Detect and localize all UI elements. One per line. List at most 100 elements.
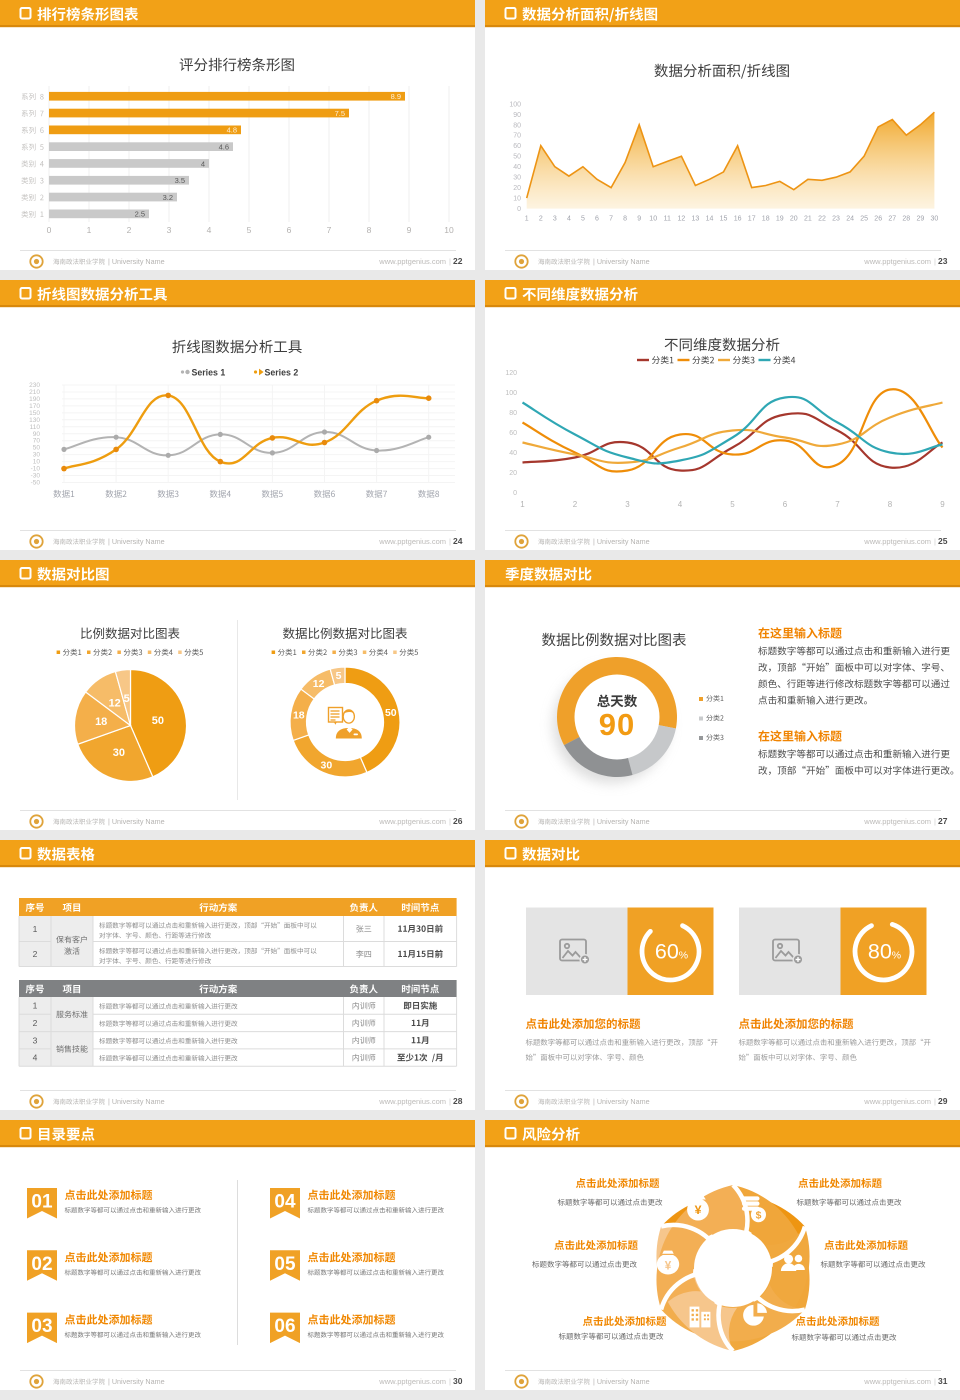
svg-text:23: 23 [938,256,948,266]
svg-text:01: 01 [31,1192,53,1213]
svg-text:06: 06 [274,1316,295,1337]
svg-text:7: 7 [327,225,332,235]
svg-text:|: | [934,817,936,826]
svg-text:|: | [449,817,451,826]
svg-text:20: 20 [790,216,798,223]
svg-text:3: 3 [553,216,557,223]
svg-text:4.6: 4.6 [219,143,229,152]
svg-text:1: 1 [87,225,92,235]
svg-text:15: 15 [720,216,728,223]
svg-text:50: 50 [152,715,164,727]
svg-text:| University Name: | University Name [108,1377,165,1386]
svg-text:10: 10 [513,196,521,203]
svg-text:|: | [449,257,451,266]
svg-text:¥: ¥ [665,1259,672,1272]
svg-text:|: | [449,1377,451,1386]
svg-text:28: 28 [902,216,910,223]
svg-text:| University Name: | University Name [593,1377,650,1386]
svg-text:5: 5 [247,225,252,235]
svg-text:| University Name: | University Name [108,537,165,546]
svg-text:100: 100 [509,101,521,108]
svg-text:30: 30 [113,747,125,759]
svg-text:6: 6 [595,216,599,223]
svg-text:60: 60 [513,143,521,150]
svg-text:9: 9 [940,500,945,509]
svg-text:| University Name: | University Name [593,1097,650,1106]
svg-text:20: 20 [509,470,517,477]
svg-text:$: $ [756,1211,762,1222]
svg-text:7: 7 [609,216,613,223]
svg-text:www.pptgenius.com: www.pptgenius.com [378,1097,446,1106]
svg-text:100: 100 [505,390,517,397]
svg-text:8: 8 [367,225,372,235]
svg-text:70: 70 [513,133,521,140]
svg-text:6: 6 [783,500,788,509]
svg-text:50: 50 [513,154,521,161]
svg-text:0: 0 [517,206,521,213]
svg-text:3: 3 [33,1035,38,1045]
svg-text:17: 17 [748,216,756,223]
svg-text:8: 8 [888,500,893,509]
svg-text:50: 50 [385,707,397,719]
svg-text:-10: -10 [31,466,41,473]
svg-text:25: 25 [938,536,948,546]
svg-text:2: 2 [127,225,132,235]
svg-text:6: 6 [287,225,292,235]
svg-text:|: | [449,1097,451,1106]
svg-text:20: 20 [513,185,521,192]
svg-text:190: 190 [29,396,40,403]
svg-text:3: 3 [625,500,630,509]
svg-text:90: 90 [33,431,41,438]
svg-text:18: 18 [762,216,770,223]
svg-text:8.9: 8.9 [391,92,401,101]
svg-text:11: 11 [664,216,671,223]
svg-text:31: 31 [938,1376,948,1386]
svg-text:22: 22 [453,256,463,266]
svg-text:Series 1: Series 1 [192,367,226,377]
svg-text:| University Name: | University Name [108,817,165,826]
svg-text:90: 90 [513,112,521,119]
svg-text:28: 28 [453,1096,463,1106]
svg-text:10: 10 [444,225,454,235]
svg-text:4: 4 [201,159,205,168]
svg-text:5: 5 [124,693,130,705]
svg-text:21: 21 [804,216,812,223]
svg-text:60: 60 [509,430,517,437]
svg-text:50: 50 [33,445,41,452]
svg-text:|: | [934,537,936,546]
svg-text:www.pptgenius.com: www.pptgenius.com [378,817,446,826]
svg-text:www.pptgenius.com: www.pptgenius.com [863,1377,931,1386]
svg-text:4.8: 4.8 [227,126,237,135]
svg-text:4: 4 [33,1053,38,1063]
svg-text:| University Name: | University Name [593,817,650,826]
svg-text:www.pptgenius.com: www.pptgenius.com [378,537,446,546]
svg-text:7: 7 [835,500,840,509]
svg-text:1: 1 [520,500,525,509]
svg-text:www.pptgenius.com: www.pptgenius.com [863,817,931,826]
svg-text:130: 130 [29,417,40,424]
svg-text:30: 30 [33,452,41,459]
svg-text:24: 24 [453,536,463,546]
svg-text:02: 02 [31,1254,52,1275]
svg-text:9: 9 [407,225,412,235]
svg-text:Series 2: Series 2 [265,367,299,377]
svg-text:| University Name: | University Name [108,1097,165,1106]
svg-text:27: 27 [938,816,948,826]
svg-text:170: 170 [29,403,40,410]
svg-text:30: 30 [453,1376,463,1386]
svg-text:9: 9 [637,216,641,223]
svg-text:2: 2 [33,949,38,959]
svg-text:18: 18 [293,710,305,722]
svg-text:1: 1 [33,924,38,934]
svg-text:| University Name: | University Name [108,257,165,266]
svg-text:23: 23 [832,216,840,223]
svg-text:29: 29 [917,216,925,223]
svg-text:|: | [934,1377,936,1386]
svg-text:3: 3 [167,225,172,235]
svg-text:4: 4 [207,225,212,235]
svg-text:| University Name: | University Name [593,257,650,266]
svg-text:13: 13 [692,216,700,223]
svg-text:5: 5 [581,216,585,223]
svg-text:24: 24 [846,216,854,223]
svg-text:19: 19 [776,216,784,223]
